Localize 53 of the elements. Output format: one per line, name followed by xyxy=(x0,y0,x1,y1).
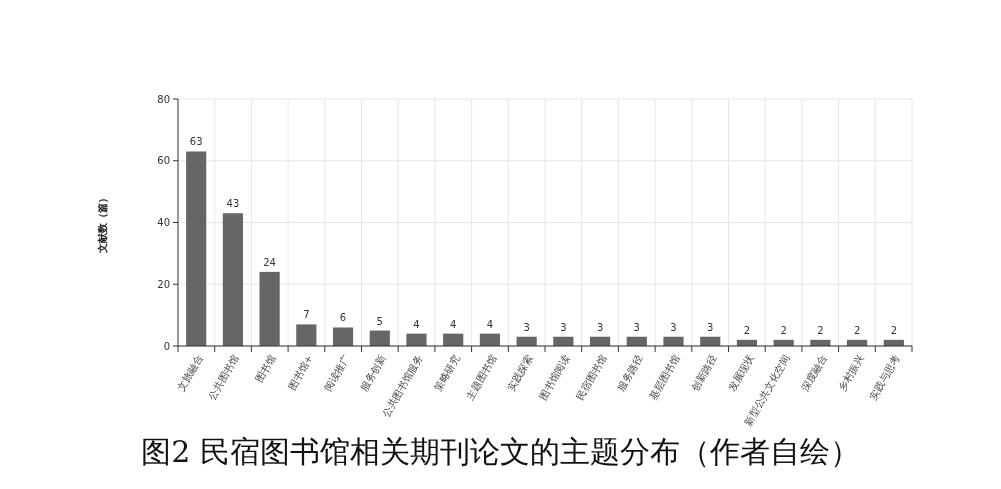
x-tick-label: 服务路径 xyxy=(615,353,646,394)
bar xyxy=(259,271,280,346)
y-tick-label: 40 xyxy=(157,217,170,228)
bar xyxy=(222,213,243,346)
data-label: 5 xyxy=(376,315,383,327)
data-label: 3 xyxy=(560,321,567,333)
data-label: 2 xyxy=(853,324,861,336)
x-tick-label: 实践与思考 xyxy=(867,353,903,402)
x-tick-label: 乡村振兴 xyxy=(835,353,866,394)
y-axis-title: 文献数（篇） xyxy=(97,192,108,254)
x-tick-label: 服务创新 xyxy=(358,353,389,394)
data-label: 3 xyxy=(596,321,604,333)
data-label: 2 xyxy=(743,324,751,336)
x-tick-label: 实践探索 xyxy=(505,353,535,394)
x-tick-label: 阅读推广 xyxy=(321,353,352,394)
x-tick-label: 创新路径 xyxy=(689,353,719,394)
bar xyxy=(186,151,207,346)
x-tick-label: 文旅融合 xyxy=(174,353,205,394)
data-label: 24 xyxy=(263,256,276,268)
data-label: 2 xyxy=(890,324,898,336)
x-tick-label: 主题图书馆 xyxy=(463,353,499,402)
bar xyxy=(332,327,354,346)
x-tick-label: 发展现状 xyxy=(725,353,756,394)
y-tick-label: 60 xyxy=(157,155,170,167)
data-label: 3 xyxy=(707,321,714,333)
x-tick-label: 民宿图书馆 xyxy=(573,353,609,402)
data-label: 63 xyxy=(189,136,203,148)
data-label: 43 xyxy=(226,198,240,210)
data-label: 2 xyxy=(817,324,824,336)
bar xyxy=(406,333,427,346)
text: 图2 民宿图书馆相关期刊论文的主题分布（作者自绘） xyxy=(141,434,860,469)
x-tick-label: 策略研究 xyxy=(432,353,462,394)
data-label: 2 xyxy=(780,324,787,336)
y-tick-label: 80 xyxy=(157,93,170,105)
data-label: 4 xyxy=(450,318,457,330)
data-label: 3 xyxy=(523,321,530,333)
x-tick-label: 公共图书馆 xyxy=(206,353,242,402)
bar xyxy=(663,336,684,346)
bar xyxy=(369,330,390,346)
x-tick-label: 图书馆阅读 xyxy=(537,353,572,402)
x-tick-label: 基层图书馆 xyxy=(647,353,682,402)
x-tick-label: 图书馆+ xyxy=(285,353,315,392)
bar xyxy=(296,324,317,346)
data-label: 7 xyxy=(303,309,310,321)
data-label: 4 xyxy=(413,318,420,330)
data-label: 4 xyxy=(486,318,494,330)
data-label: 3 xyxy=(670,321,677,333)
y-tick-label: 20 xyxy=(157,278,170,290)
x-tick-label: 图书馆 xyxy=(253,353,278,385)
data-label: 6 xyxy=(339,312,347,324)
x-tick-label: 深度融合 xyxy=(799,353,829,394)
y-tick-label: 0 xyxy=(163,340,170,352)
data-label: 3 xyxy=(633,321,640,333)
